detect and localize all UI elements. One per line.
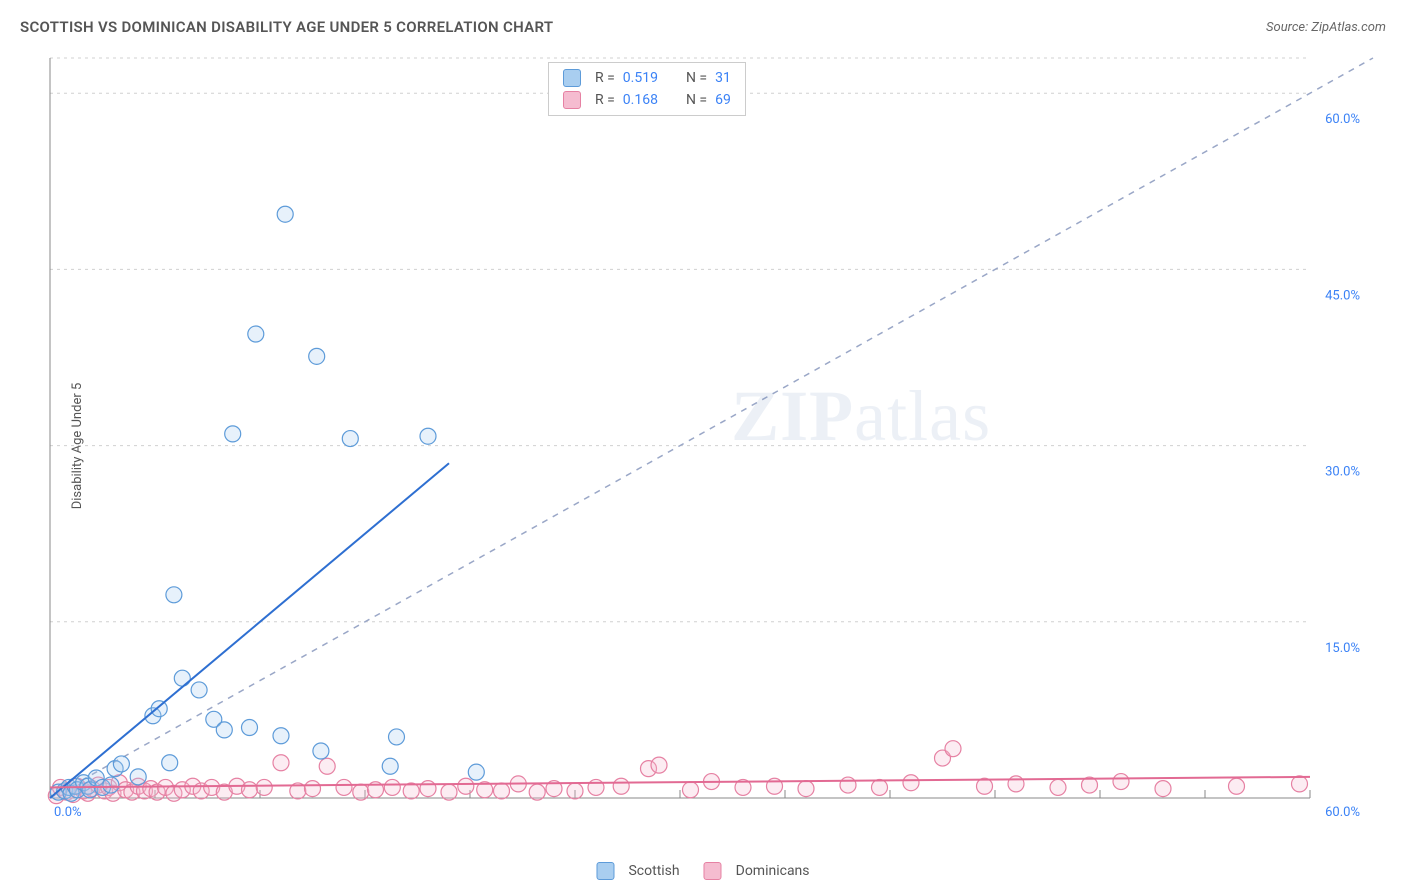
chart-header: SCOTTISH VS DOMINICAN DISABILITY AGE UND… <box>20 18 1386 36</box>
legend-row-dominicans: R = 0.168 N = 69 <box>563 91 731 109</box>
legend-series-box: Scottish Dominicans <box>596 862 809 880</box>
legend-item-dominicans: Dominicans <box>704 862 810 880</box>
svg-text:0.0%: 0.0% <box>54 805 82 820</box>
swatch-scottish-icon <box>563 69 581 87</box>
n-label: N = <box>686 92 707 108</box>
svg-text:60.0%: 60.0% <box>1325 112 1360 127</box>
legend-item-scottish: Scottish <box>596 862 679 880</box>
svg-text:15.0%: 15.0% <box>1325 641 1360 656</box>
svg-text:60.0%: 60.0% <box>1325 805 1360 820</box>
n-label: N = <box>686 70 707 86</box>
svg-text:30.0%: 30.0% <box>1325 465 1360 480</box>
legend-correlation-box: R = 0.519 N = 31 R = 0.168 N = 69 <box>548 62 746 116</box>
r-label: R = <box>595 70 615 86</box>
legend-row-scottish: R = 0.519 N = 31 <box>563 69 731 87</box>
svg-text:45.0%: 45.0% <box>1325 288 1360 303</box>
series-label-scottish: Scottish <box>628 863 679 879</box>
r-value-dominicans: 0.168 <box>623 92 658 108</box>
n-value-dominicans: 69 <box>715 92 731 108</box>
r-label: R = <box>595 92 615 108</box>
chart-title: SCOTTISH VS DOMINICAN DISABILITY AGE UND… <box>20 18 553 36</box>
source-label: Source: ZipAtlas.com <box>1266 20 1386 35</box>
series-label-dominicans: Dominicans <box>736 863 810 879</box>
swatch-dominicans-icon <box>704 862 722 880</box>
n-value-scottish: 31 <box>715 70 731 86</box>
swatch-scottish-icon <box>596 862 614 880</box>
scatter-chart-svg: 15.0% 30.0% 45.0% 60.0% 0.0% 60.0% <box>50 58 1370 818</box>
chart-area: 15.0% 30.0% 45.0% 60.0% 0.0% 60.0% <box>50 58 1370 818</box>
r-value-scottish: 0.519 <box>623 70 658 86</box>
swatch-dominicans-icon <box>563 91 581 109</box>
